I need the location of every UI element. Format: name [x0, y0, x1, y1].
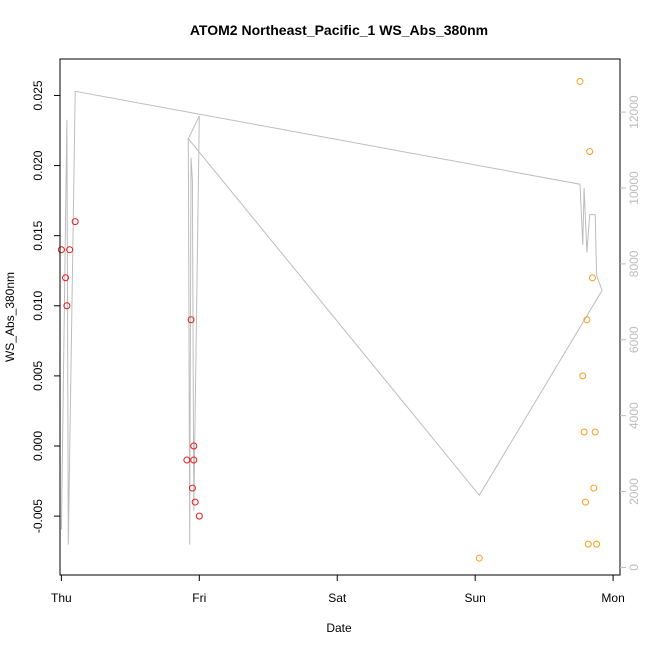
data-point [588, 274, 596, 282]
y2-tick-label: 12000 [627, 95, 641, 129]
x-axis-label: Date [326, 621, 352, 635]
data-point [66, 246, 74, 254]
y2-tick-label: 0 [627, 564, 641, 571]
y-tick-label: -0.005 [31, 499, 45, 533]
x-tick-label: Sat [328, 591, 347, 605]
data-point [71, 218, 79, 226]
y-tick-label: 0.025 [31, 80, 45, 110]
data-point [580, 428, 588, 436]
data-point [191, 498, 199, 506]
data-point [593, 540, 601, 548]
series-line [60, 90, 603, 545]
x-tick-label: Sun [464, 591, 485, 605]
y2-tick-label: 4000 [627, 402, 641, 429]
x-tick-label: Mon [601, 591, 624, 605]
y2-tick-label: 8000 [627, 250, 641, 277]
line-layer [60, 90, 603, 545]
y2-tick-label: 10000 [627, 171, 641, 205]
y-axis: -0.005 0.000 0.005 0.010 0.015 0.020 0.025 [31, 80, 61, 533]
data-point [188, 484, 196, 492]
data-point [584, 540, 592, 548]
y-tick-label: 0.000 [31, 431, 45, 461]
data-point [583, 316, 591, 324]
data-point [63, 302, 71, 310]
y-tick-label: 0.015 [31, 220, 45, 250]
plot-frame [59, 58, 621, 576]
data-point [576, 77, 584, 85]
y-tick-label: 0.020 [31, 150, 45, 180]
data-point [62, 274, 70, 282]
x-axis: Thu Fri Sat Sun Mon [51, 575, 625, 605]
data-point [582, 498, 590, 506]
y2-tick-label: 6000 [627, 326, 641, 353]
x-tick-label: Thu [51, 591, 72, 605]
data-point [195, 512, 203, 520]
data-point [190, 442, 198, 450]
points-layer [57, 77, 601, 562]
data-point [591, 428, 599, 436]
data-point [586, 148, 594, 156]
data-point [57, 246, 65, 254]
x-tick-label: Fri [192, 591, 206, 605]
y2-axis: 0 2000 4000 6000 8000 10000 12000 [620, 95, 641, 571]
y-tick-label: 0.005 [31, 361, 45, 391]
y2-tick-label: 2000 [627, 478, 641, 505]
data-point [187, 316, 195, 324]
y-tick-label: 0.010 [31, 290, 45, 320]
chart-title: ATOM2 Northeast_Pacific_1 WS_Abs_380nm [190, 22, 488, 38]
data-point [190, 456, 198, 464]
data-point [590, 484, 598, 492]
data-point [183, 456, 191, 464]
y-axis-label: WS_Abs_380nm [3, 272, 17, 362]
data-point [475, 554, 483, 562]
data-point [579, 372, 587, 380]
